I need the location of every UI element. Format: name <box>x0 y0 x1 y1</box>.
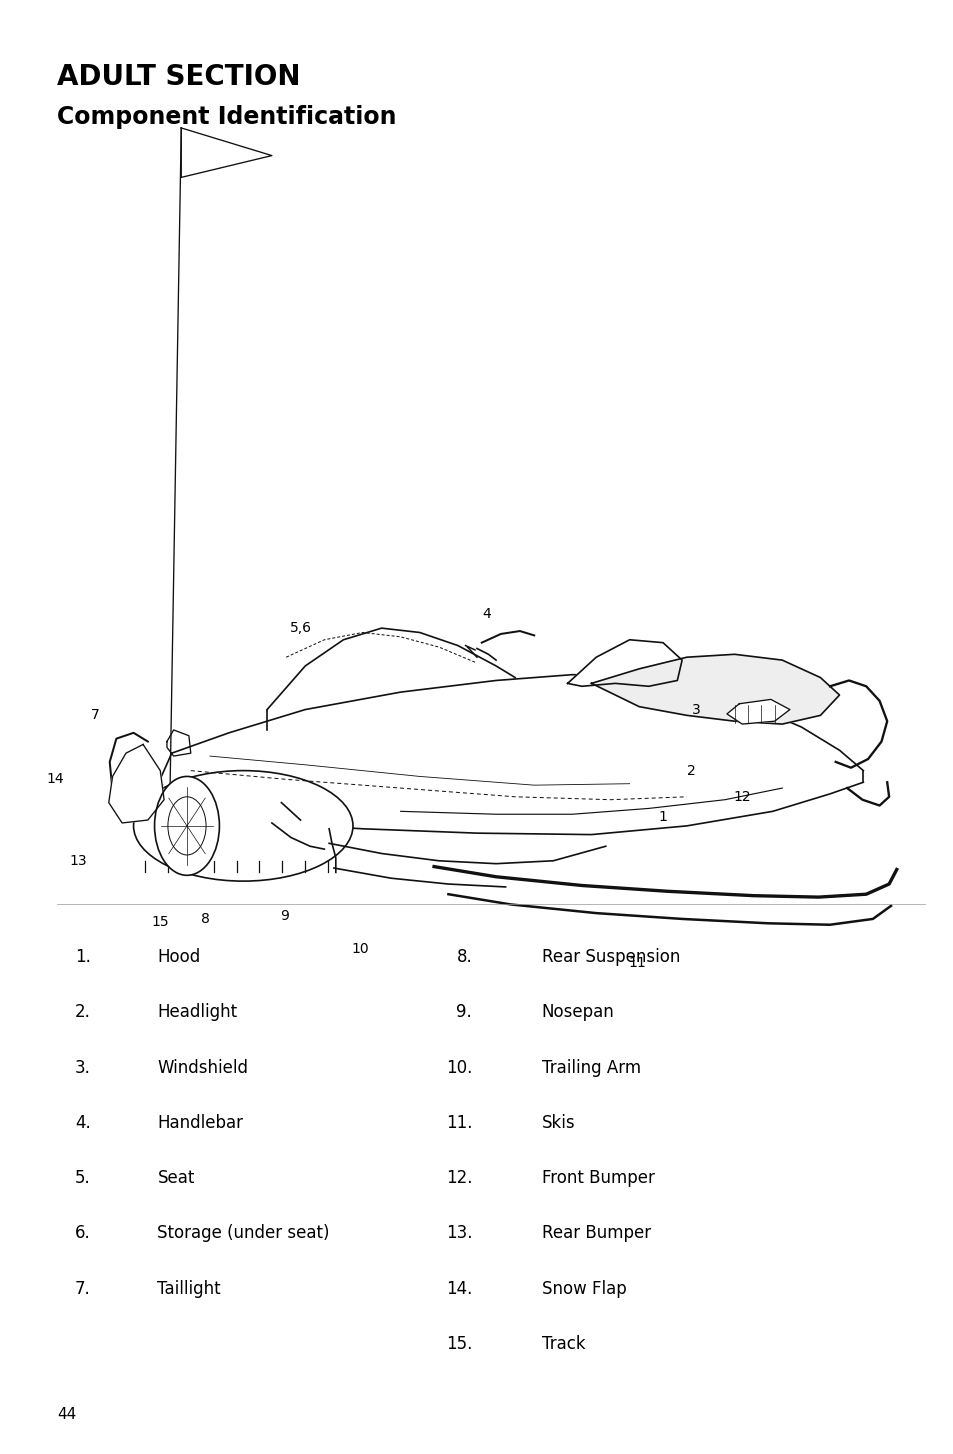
Polygon shape <box>109 744 164 823</box>
Text: 10: 10 <box>352 942 369 957</box>
Polygon shape <box>567 640 681 686</box>
Text: Storage (under seat): Storage (under seat) <box>157 1224 330 1242</box>
Text: 15: 15 <box>152 915 169 929</box>
Text: Component Identification: Component Identification <box>57 105 396 129</box>
Text: 15.: 15. <box>445 1335 472 1352</box>
Text: 44: 44 <box>57 1407 76 1422</box>
Polygon shape <box>726 699 789 724</box>
Text: 1: 1 <box>658 810 667 824</box>
Text: Hood: Hood <box>157 948 200 965</box>
Circle shape <box>168 797 206 855</box>
Text: 9.: 9. <box>456 1003 472 1021</box>
Text: 11: 11 <box>628 955 645 970</box>
Text: 3: 3 <box>691 702 700 717</box>
Text: Snow Flap: Snow Flap <box>541 1280 626 1297</box>
Text: 6.: 6. <box>74 1224 91 1242</box>
Text: 14.: 14. <box>445 1280 472 1297</box>
Text: Skis: Skis <box>541 1114 575 1131</box>
Text: 1.: 1. <box>74 948 91 965</box>
Text: Trailing Arm: Trailing Arm <box>541 1059 640 1076</box>
Ellipse shape <box>133 771 353 881</box>
Text: 7.: 7. <box>74 1280 91 1297</box>
Text: 5.: 5. <box>74 1169 91 1186</box>
Text: 4.: 4. <box>74 1114 91 1131</box>
Text: Rear Suspension: Rear Suspension <box>541 948 679 965</box>
Text: Taillight: Taillight <box>157 1280 221 1297</box>
Polygon shape <box>591 654 839 724</box>
Text: 9: 9 <box>279 909 289 923</box>
Text: 4: 4 <box>481 606 491 621</box>
Text: 12.: 12. <box>445 1169 472 1186</box>
Text: Handlebar: Handlebar <box>157 1114 243 1131</box>
Text: 5,6: 5,6 <box>289 621 312 635</box>
Text: Track: Track <box>541 1335 585 1352</box>
Text: 10.: 10. <box>445 1059 472 1076</box>
Text: 13.: 13. <box>445 1224 472 1242</box>
Text: 8: 8 <box>200 912 210 926</box>
Text: Rear Bumper: Rear Bumper <box>541 1224 650 1242</box>
Text: Front Bumper: Front Bumper <box>541 1169 654 1186</box>
Text: 11.: 11. <box>445 1114 472 1131</box>
Text: 14: 14 <box>47 772 64 787</box>
Text: Nosepan: Nosepan <box>541 1003 614 1021</box>
Text: 3.: 3. <box>74 1059 91 1076</box>
Text: 8.: 8. <box>456 948 472 965</box>
Text: 13: 13 <box>70 853 87 868</box>
Text: Windshield: Windshield <box>157 1059 248 1076</box>
Text: Seat: Seat <box>157 1169 194 1186</box>
Circle shape <box>154 776 219 875</box>
Text: 2: 2 <box>686 763 696 778</box>
Text: 2.: 2. <box>74 1003 91 1021</box>
Text: Headlight: Headlight <box>157 1003 237 1021</box>
Text: 7: 7 <box>91 708 100 723</box>
Text: 12: 12 <box>733 790 750 804</box>
Text: ADULT SECTION: ADULT SECTION <box>57 63 300 90</box>
